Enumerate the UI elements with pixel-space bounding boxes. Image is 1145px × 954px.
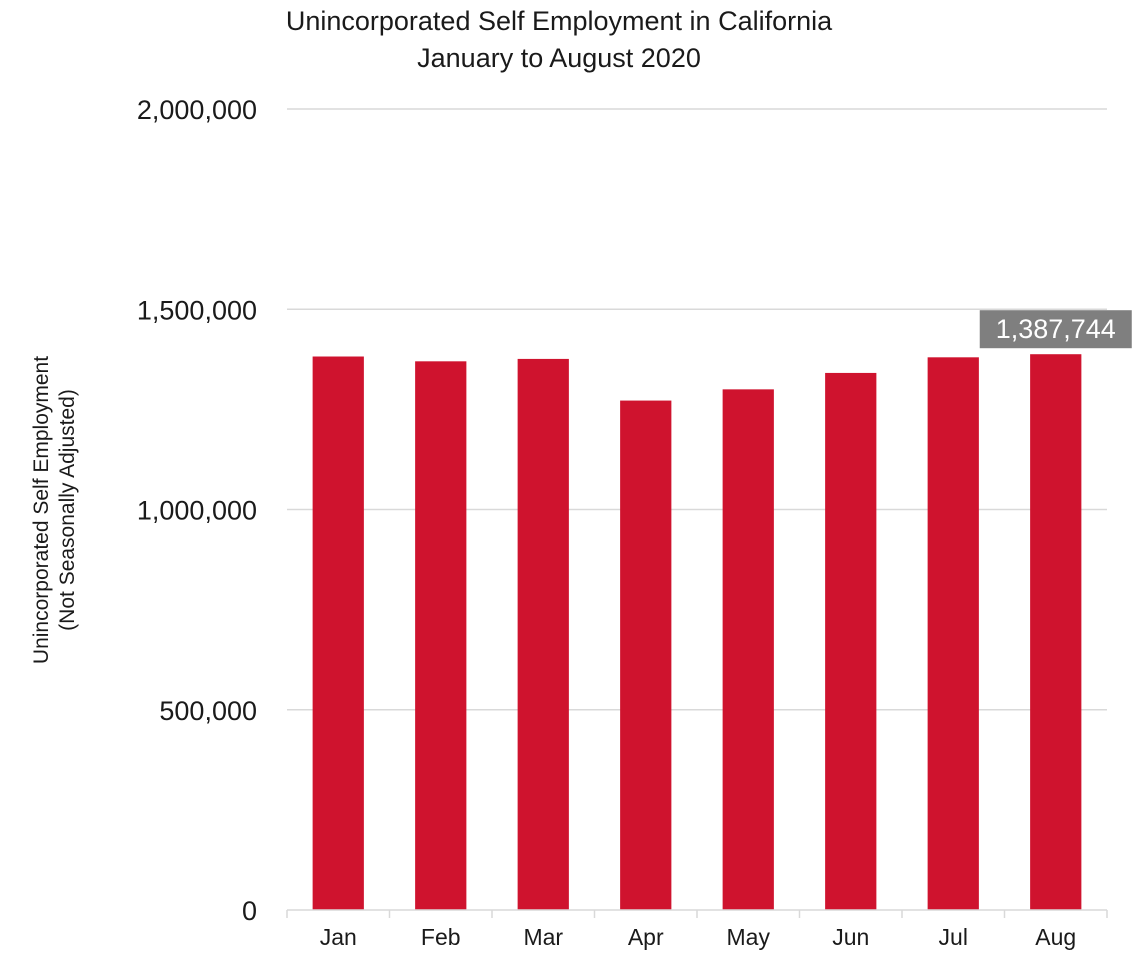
- bar: [825, 372, 877, 910]
- x-tick-labels: Jan Feb Mar Apr May Jun Jul Aug: [320, 924, 1077, 950]
- data-label-background: [979, 310, 1132, 349]
- x-tick-label: Mar: [523, 924, 563, 950]
- y-tick-labels: 0 500,000 1,000,000 1,500,000 2,000,000: [137, 95, 257, 926]
- x-tick-label: May: [727, 924, 771, 950]
- x-tick-label: Jan: [320, 924, 357, 950]
- x-tick-label: Jul: [939, 924, 968, 950]
- bar: [517, 358, 569, 910]
- bar: [620, 400, 672, 910]
- y-tick-label: 2,000,000: [137, 95, 257, 125]
- chart-subtitle: January to August 2020: [417, 43, 701, 73]
- x-tick-label: Aug: [1035, 924, 1076, 950]
- bar: [415, 361, 467, 910]
- x-tick-label: Jun: [832, 924, 869, 950]
- y-tick-label: 1,500,000: [137, 295, 257, 325]
- bar: [927, 357, 979, 910]
- y-tick-label: 1,000,000: [137, 496, 257, 526]
- x-axis: [286, 909, 1108, 918]
- bars: [312, 354, 1082, 911]
- y-tick-label: 500,000: [159, 696, 257, 726]
- y-axis-label: Unincorporated Self Employment (Not Seas…: [30, 356, 79, 664]
- y-axis-label-line1: Unincorporated Self Employment: [30, 356, 53, 664]
- bar: [722, 389, 774, 911]
- y-axis-label-line2: (Not Seasonally Adjusted): [56, 389, 79, 631]
- gridlines: [287, 108, 1107, 711]
- data-labels: 1,387,744: [979, 310, 1132, 349]
- chart-title: Unincorporated Self Employment in Califo…: [286, 6, 833, 36]
- data-label: 1,387,744: [979, 310, 1132, 349]
- x-tick-label: Feb: [421, 924, 461, 950]
- x-tick-label: Apr: [628, 924, 664, 950]
- y-tick-label: 0: [242, 896, 257, 926]
- bar: [312, 356, 364, 910]
- bar: [1030, 354, 1082, 911]
- data-label-text: 1,387,744: [996, 314, 1116, 344]
